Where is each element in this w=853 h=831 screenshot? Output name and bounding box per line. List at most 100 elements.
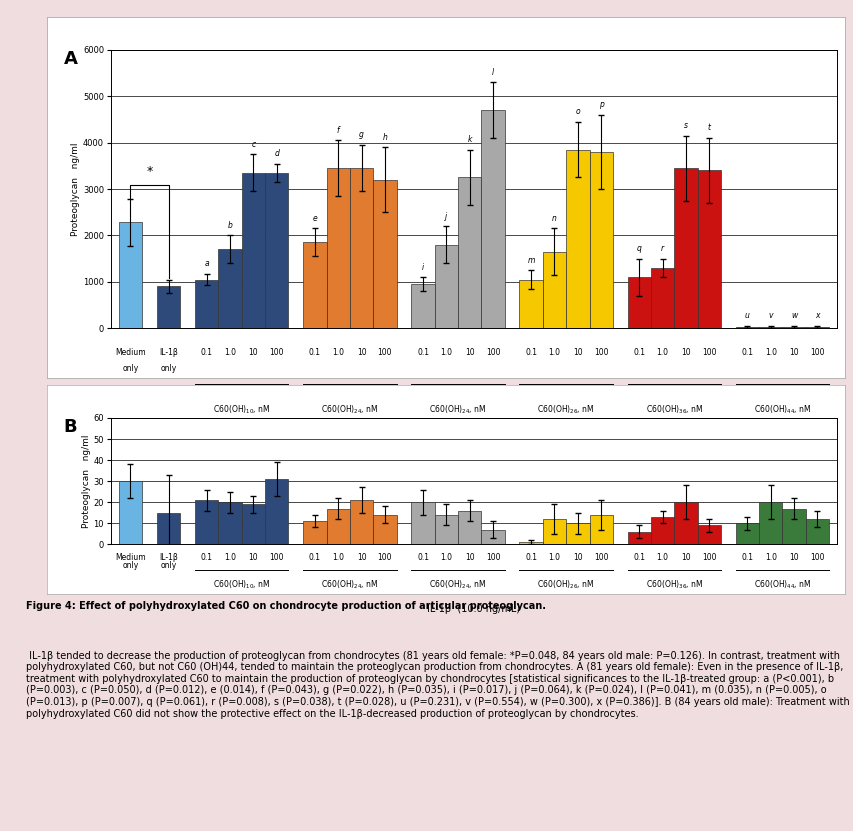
Bar (350, 168, 373, 328)
Text: h: h (382, 133, 387, 142)
Bar (805, 327, 828, 328)
Text: 0.1: 0.1 (525, 347, 537, 356)
Bar (350, 500, 373, 544)
Text: IL-1β: IL-1β (159, 347, 177, 356)
Text: q: q (636, 244, 641, 253)
Bar (119, 223, 142, 328)
Bar (781, 327, 805, 328)
Text: C60(OH)$_{10}$, nM: C60(OH)$_{10}$, nM (212, 403, 270, 416)
Text: 10: 10 (357, 347, 366, 356)
Text: 100: 100 (809, 347, 824, 356)
Text: 10: 10 (464, 347, 474, 356)
Text: b: b (228, 221, 232, 230)
Bar (519, 542, 543, 544)
Bar (264, 479, 288, 544)
Bar (481, 529, 504, 544)
Text: c: c (251, 140, 255, 149)
Text: A: A (64, 50, 78, 68)
Bar (373, 515, 396, 544)
Bar (457, 178, 481, 328)
Bar (373, 179, 396, 328)
Text: C60(OH)$_{36}$, nM: C60(OH)$_{36}$, nM (645, 403, 702, 416)
Text: only: only (122, 365, 138, 373)
Text: IL-1β tended to decrease the production of proteoglycan from chondrocytes (81 ye: IL-1β tended to decrease the production … (26, 651, 849, 719)
Text: v: v (768, 312, 772, 321)
Text: 10: 10 (788, 347, 798, 356)
Text: j: j (444, 212, 447, 220)
Bar (697, 170, 720, 328)
Text: a: a (204, 259, 209, 268)
Bar (194, 279, 218, 328)
Text: C60(OH)$_{26}$, nM: C60(OH)$_{26}$, nM (537, 578, 595, 591)
Text: 0.1: 0.1 (633, 553, 645, 562)
Bar (566, 150, 589, 328)
Bar (519, 279, 543, 328)
Text: C60(OH)$_{26}$, nM: C60(OH)$_{26}$, nM (537, 403, 595, 416)
Bar (650, 517, 674, 544)
Text: 0.1: 0.1 (309, 553, 321, 562)
Bar (434, 515, 457, 544)
Text: 100: 100 (377, 347, 392, 356)
Bar (627, 278, 650, 328)
Text: i: i (421, 263, 424, 272)
Text: 1.0: 1.0 (764, 347, 776, 356)
Text: o: o (575, 107, 579, 116)
Text: 10: 10 (248, 553, 258, 562)
Bar (781, 509, 805, 544)
Text: 1.0: 1.0 (223, 553, 235, 562)
Bar (303, 243, 326, 328)
Bar (735, 327, 758, 328)
Text: l: l (491, 68, 494, 76)
Text: only: only (160, 365, 177, 373)
Text: 10: 10 (681, 553, 690, 562)
Text: 1.0: 1.0 (332, 347, 344, 356)
Text: C60(OH)$_{44}$, nM: C60(OH)$_{44}$, nM (753, 578, 810, 591)
Text: Medium: Medium (115, 553, 146, 562)
Text: 100: 100 (270, 553, 284, 562)
Text: e: e (312, 214, 316, 223)
Bar (326, 509, 350, 544)
Bar (735, 524, 758, 544)
Text: 10: 10 (572, 347, 582, 356)
Text: x: x (815, 312, 819, 321)
Text: 0.1: 0.1 (525, 553, 537, 562)
Bar (326, 168, 350, 328)
Bar (589, 515, 612, 544)
Text: 10: 10 (572, 553, 582, 562)
Text: 0.1: 0.1 (200, 553, 212, 562)
Bar (411, 284, 434, 328)
Text: g: g (359, 130, 363, 140)
Text: m: m (527, 256, 534, 265)
Text: 1.0: 1.0 (656, 553, 668, 562)
Text: 10: 10 (681, 347, 690, 356)
Text: 1.0: 1.0 (656, 347, 668, 356)
Text: C60(OH)$_{24}$, nM: C60(OH)$_{24}$, nM (429, 578, 486, 591)
Text: 10: 10 (464, 553, 474, 562)
Bar (566, 524, 589, 544)
Bar (627, 532, 650, 544)
Bar (157, 287, 180, 328)
Text: IL-1β  (10.0 ng/mL): IL-1β (10.0 ng/mL) (426, 459, 520, 469)
Text: *: * (146, 165, 153, 179)
Text: C60(OH)$_{10}$, nM: C60(OH)$_{10}$, nM (212, 578, 270, 591)
Bar (758, 327, 781, 328)
Text: s: s (683, 121, 688, 130)
Bar (241, 173, 264, 328)
Text: 0.1: 0.1 (740, 553, 752, 562)
Text: 100: 100 (485, 347, 500, 356)
Text: 0.1: 0.1 (633, 347, 645, 356)
Text: 1.0: 1.0 (440, 553, 452, 562)
Text: B: B (64, 418, 78, 436)
Bar (457, 510, 481, 544)
Text: C60(OH)$_{24}$, nM: C60(OH)$_{24}$, nM (321, 403, 378, 416)
Bar (218, 249, 241, 328)
Text: C60(OH)$_{44}$, nM: C60(OH)$_{44}$, nM (753, 403, 810, 416)
Text: 100: 100 (485, 553, 500, 562)
Text: 100: 100 (270, 347, 284, 356)
Text: 10: 10 (788, 553, 798, 562)
Text: 100: 100 (701, 553, 716, 562)
Bar (264, 173, 288, 328)
Text: 0.1: 0.1 (309, 347, 321, 356)
Text: 1.0: 1.0 (223, 347, 235, 356)
Bar (218, 502, 241, 544)
